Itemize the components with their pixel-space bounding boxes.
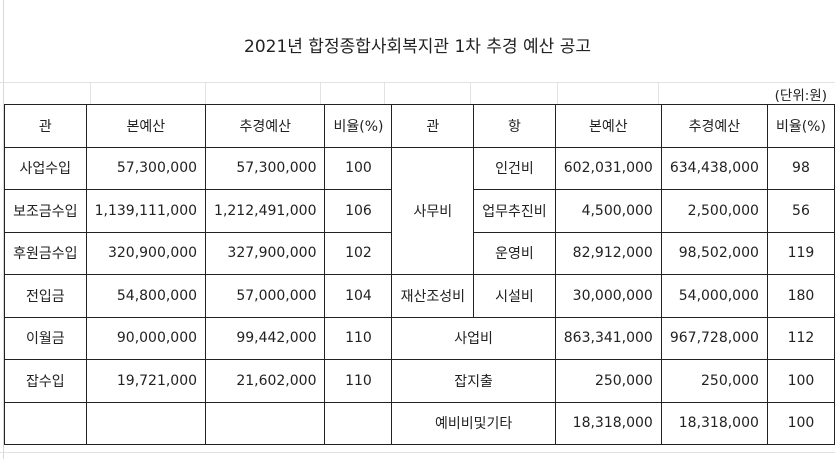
income-base: 320,900,000 <box>85 231 207 275</box>
expense-base: 863,341,000 <box>554 316 662 360</box>
income-gwan: 사업수입 <box>4 146 87 190</box>
header-cell: 본예산 <box>554 104 662 148</box>
expense-revised: 967,728,000 <box>660 316 768 360</box>
expense-revised: 18,318,000 <box>660 401 768 445</box>
expense-base: 4,500,000 <box>554 189 662 233</box>
table-row: 보조금수입 1,139,111,000 1,212,491,000 106 업무… <box>4 189 835 233</box>
income-ratio: 104 <box>324 274 393 318</box>
header-cell: 관 <box>391 104 475 148</box>
header-cell: 추경예산 <box>660 104 768 148</box>
expense-gwan: 사업비 <box>391 316 556 360</box>
expense-revised: 98,502,000 <box>660 231 768 275</box>
income-revised: 327,900,000 <box>205 231 326 275</box>
header-cell: 항 <box>473 104 556 148</box>
income-revised: 99,442,000 <box>205 316 326 360</box>
income-gwan: 보조금수입 <box>4 189 87 233</box>
header-cell: 관 <box>4 104 87 148</box>
expense-gwan: 사무비 <box>391 146 475 275</box>
expense-revised: 250,000 <box>660 359 768 403</box>
gridline <box>658 82 659 104</box>
gridline <box>90 82 91 104</box>
income-gwan: 이월금 <box>4 316 87 360</box>
income-revised: 57,300,000 <box>205 146 326 190</box>
expense-revised: 634,438,000 <box>660 146 768 190</box>
table-row: 잡수입 19,721,000 21,602,000 110 잡지출 250,00… <box>4 359 835 403</box>
table-row: 사업수입 57,300,000 57,300,000 100 사무비 인건비 6… <box>4 146 835 275</box>
table-row: 이월금 90,000,000 99,442,000 110 사업비 863,34… <box>4 316 835 360</box>
gridline <box>557 82 558 104</box>
expense-gwan: 잡지출 <box>391 359 556 403</box>
expense-hang: 업무추진비 <box>473 189 556 233</box>
expense-gwan: 재산조성비 <box>391 274 475 318</box>
income-revised: 21,602,000 <box>205 359 326 403</box>
gridline <box>0 452 835 453</box>
income-revised: 57,000,000 <box>205 274 326 318</box>
gridline <box>384 82 385 104</box>
budget-table: 관 본예산 추경예산 비율(%) 관 항 본예산 추경예산 비율(%) 사업수입… <box>4 104 835 445</box>
empty-cell <box>205 401 326 445</box>
gridline <box>205 82 206 104</box>
expense-ratio: 119 <box>766 231 835 275</box>
income-base: 57,300,000 <box>85 146 207 190</box>
income-ratio: 100 <box>324 146 393 190</box>
expense-ratio: 180 <box>766 274 835 318</box>
income-ratio: 110 <box>324 316 393 360</box>
income-gwan: 잡수입 <box>4 359 87 403</box>
gridline <box>470 82 471 104</box>
income-gwan: 후원금수입 <box>4 231 87 275</box>
header-cell: 추경예산 <box>205 104 326 148</box>
page-title: 2021년 합정종합사회복지관 1차 추경 예산 공고 <box>244 37 591 57</box>
table-row: 전입금 54,800,000 57,000,000 104 재산조성비 시설비 … <box>4 274 835 318</box>
income-ratio: 106 <box>324 189 393 233</box>
gridline <box>0 82 835 83</box>
header-cell: 비율(%) <box>324 104 393 148</box>
sheet-edge <box>3 0 4 459</box>
expense-ratio: 56 <box>766 189 835 233</box>
expense-ratio: 112 <box>766 316 835 360</box>
expense-hang: 운영비 <box>473 231 556 275</box>
header-row: 관 본예산 추경예산 비율(%) 관 항 본예산 추경예산 비율(%) <box>4 104 835 148</box>
gridline <box>320 82 321 104</box>
income-base: 90,000,000 <box>85 316 207 360</box>
income-gwan: 전입금 <box>4 274 87 318</box>
income-base: 1,139,111,000 <box>85 189 207 233</box>
expense-base: 250,000 <box>554 359 662 403</box>
expense-hang: 인건비 <box>473 146 556 190</box>
expense-ratio: 100 <box>766 401 835 445</box>
expense-base: 18,318,000 <box>554 401 662 445</box>
expense-base: 602,031,000 <box>554 146 662 190</box>
income-base: 19,721,000 <box>85 359 207 403</box>
income-ratio: 102 <box>324 231 393 275</box>
header-cell: 비율(%) <box>766 104 835 148</box>
expense-base: 82,912,000 <box>554 231 662 275</box>
income-ratio: 110 <box>324 359 393 403</box>
empty-cell <box>4 401 87 445</box>
table-row: 후원금수입 320,900,000 327,900,000 102 운영비 82… <box>4 231 835 275</box>
table-row: 예비비및기타 18,318,000 18,318,000 100 <box>4 401 835 445</box>
expense-base: 30,000,000 <box>554 274 662 318</box>
empty-cell <box>324 401 393 445</box>
expense-revised: 2,500,000 <box>660 189 768 233</box>
expense-gwan: 예비비및기타 <box>391 401 556 445</box>
header-cell: 본예산 <box>85 104 207 148</box>
unit-label: (단위:원) <box>774 88 827 104</box>
expense-hang: 시설비 <box>473 274 556 318</box>
expense-ratio: 100 <box>766 359 835 403</box>
expense-ratio: 98 <box>766 146 835 190</box>
income-revised: 1,212,491,000 <box>205 189 326 233</box>
empty-cell <box>85 401 207 445</box>
income-base: 54,800,000 <box>85 274 207 318</box>
expense-revised: 54,000,000 <box>660 274 768 318</box>
